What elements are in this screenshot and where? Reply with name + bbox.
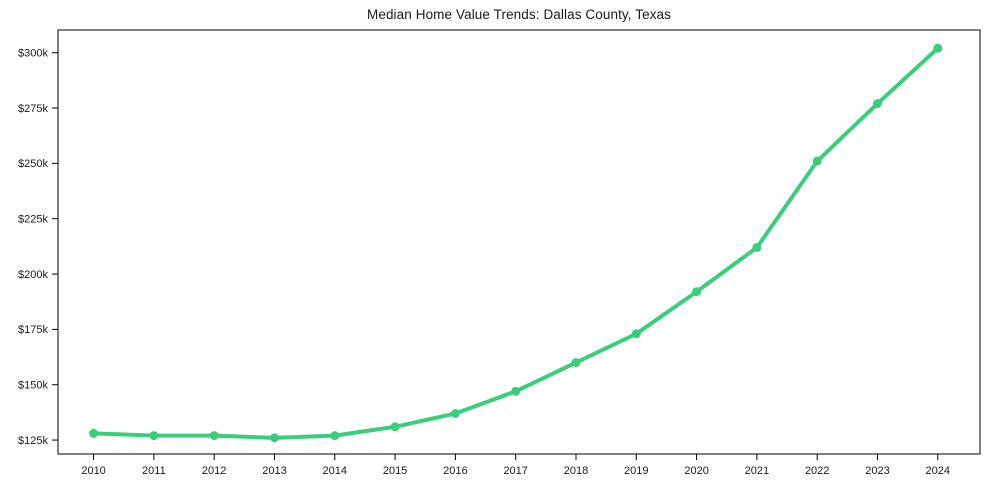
chart-title: Median Home Value Trends: Dallas County,… xyxy=(367,7,671,22)
data-point-2015 xyxy=(390,422,400,432)
x-axis-tick-label: 2010 xyxy=(81,465,105,477)
y-axis-tick-label: $275k xyxy=(18,103,48,115)
x-axis-tick-label: 2020 xyxy=(684,465,708,477)
x-axis-tick-label: 2022 xyxy=(805,465,829,477)
x-axis-tick-label: 2014 xyxy=(323,465,347,477)
x-axis-tick-label: 2012 xyxy=(202,465,226,477)
plot-border xyxy=(57,29,981,455)
y-axis-tick-label: $225k xyxy=(18,214,48,226)
x-axis-tick-label: 2016 xyxy=(443,465,467,477)
y-axis-tick-label: $300k xyxy=(18,47,48,59)
data-point-2017 xyxy=(511,386,521,396)
x-axis-tick-label: 2023 xyxy=(865,465,889,477)
data-point-2018 xyxy=(571,358,581,368)
x-axis-tick-label: 2021 xyxy=(745,465,769,477)
y-axis-tick-label: $125k xyxy=(18,435,48,447)
data-point-2013 xyxy=(269,433,279,443)
data-point-2011 xyxy=(149,431,159,441)
data-point-2016 xyxy=(450,408,460,418)
data-point-2024 xyxy=(933,43,943,53)
data-point-2019 xyxy=(631,329,641,339)
x-axis-tick-label: 2019 xyxy=(624,465,648,477)
data-point-2014 xyxy=(330,431,340,441)
data-point-2010 xyxy=(89,428,99,438)
data-point-2021 xyxy=(752,242,762,252)
x-axis-tick-label: 2011 xyxy=(142,465,166,477)
x-axis-tick-label: 2015 xyxy=(383,465,407,477)
y-axis-tick-label: $175k xyxy=(18,324,48,336)
x-axis-tick-label: 2017 xyxy=(503,465,527,477)
y-axis-tick-label: $200k xyxy=(18,269,48,281)
y-axis-tick-label: $250k xyxy=(18,158,48,170)
data-point-2022 xyxy=(812,156,822,166)
data-point-2012 xyxy=(209,431,219,441)
x-axis-tick-label: 2013 xyxy=(262,465,286,477)
x-axis-tick-label: 2024 xyxy=(926,465,950,477)
data-point-2020 xyxy=(692,287,702,297)
x-axis-tick-label: 2018 xyxy=(564,465,588,477)
data-point-2023 xyxy=(872,99,882,109)
trend-line xyxy=(91,46,940,440)
y-axis-tick-label: $150k xyxy=(18,380,48,392)
